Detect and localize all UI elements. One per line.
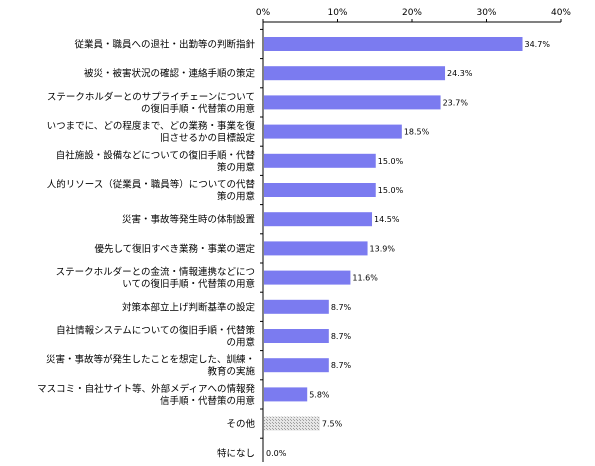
bar <box>264 183 376 197</box>
category-label: 教育の実施 <box>207 366 255 378</box>
bar <box>264 124 402 139</box>
category-label: マスコミ・自社サイト等、外部メディアへの情報発 <box>37 383 255 395</box>
data-label: 5.8% <box>309 390 330 399</box>
data-label: 18.5% <box>404 128 430 137</box>
bar <box>264 416 320 431</box>
data-label: 15.0% <box>378 157 404 166</box>
data-label: 0.0% <box>266 449 287 458</box>
bar <box>264 358 329 373</box>
bar <box>264 37 523 51</box>
bar <box>264 387 308 402</box>
category-label: 特になし <box>217 447 255 459</box>
category-label: の復旧手順・代替策の用意 <box>141 103 255 115</box>
category-label: 被災・被害状況の確認・連絡手順の策定 <box>84 68 256 80</box>
category-label: 策の用意 <box>217 161 255 173</box>
category-label: 災害・事故等が発生したことを想定した、訓練・ <box>46 354 255 366</box>
category-label: の用意 <box>226 337 255 349</box>
data-label: 15.0% <box>378 186 404 195</box>
category-label: 自社施設・設備などについての復旧手順・代替 <box>56 149 256 161</box>
category-label: 策の用意 <box>217 191 255 203</box>
data-label: 23.7% <box>443 98 469 107</box>
data-label: 8.7% <box>331 303 352 312</box>
category-label: 対策本部立上げ判断基準の設定 <box>122 301 256 313</box>
data-label: 34.7% <box>525 40 551 49</box>
data-label: 11.6% <box>352 274 378 283</box>
x-tick-label: 40% <box>551 8 571 18</box>
x-tick-label: 0% <box>256 8 271 18</box>
bar <box>264 299 329 314</box>
bar-layer <box>264 37 523 431</box>
bar <box>264 153 376 168</box>
bar <box>264 329 329 343</box>
data-label: 8.7% <box>331 361 352 370</box>
category-label: 信手順・代替策の用意 <box>160 395 255 407</box>
label-layer: 34.7% 従業員・職員への退社・出勤等の判断指針 24.3% 被災・被害状況の確認・… <box>37 39 550 460</box>
category-label: ステークホルダーとのサプライチェーンについて <box>47 91 255 103</box>
category-label: 旧させるかの目標設定 <box>160 132 256 144</box>
category-label: ステークホルダーとの金流・情報連携などにつ <box>56 266 255 278</box>
axis-layer: 0% 10% 20% 30% 40% <box>256 8 571 462</box>
x-tick-label: 30% <box>476 8 496 18</box>
category-label: 優先して復旧すべき業務・事業の選定 <box>94 243 255 255</box>
category-label: 自社情報システムについての復旧手順・代替策 <box>56 325 255 337</box>
bar <box>264 95 441 110</box>
data-label: 24.3% <box>447 69 473 78</box>
data-label: 13.9% <box>370 244 396 253</box>
category-label: その他 <box>226 418 255 430</box>
x-tick-label: 10% <box>327 8 347 18</box>
category-label: いつまでに、どの程度まで、どの業務・事業を復 <box>47 120 256 132</box>
category-label: いての復旧手順・代替策の用意 <box>122 278 255 290</box>
bar <box>264 66 446 81</box>
data-label: 7.5% <box>322 420 343 429</box>
bar <box>264 212 373 227</box>
category-label: 人的リソース（従業員・職員等）についての代替 <box>47 179 256 191</box>
x-tick-label: 20% <box>402 8 422 18</box>
data-label: 8.7% <box>331 332 352 341</box>
bar <box>264 270 351 285</box>
data-label: 14.5% <box>374 215 400 224</box>
bar <box>264 241 368 256</box>
category-label: 災害・事故等発生時の体制設置 <box>122 214 255 226</box>
category-label: 従業員・職員への退社・出勤等の判断指針 <box>74 39 255 51</box>
